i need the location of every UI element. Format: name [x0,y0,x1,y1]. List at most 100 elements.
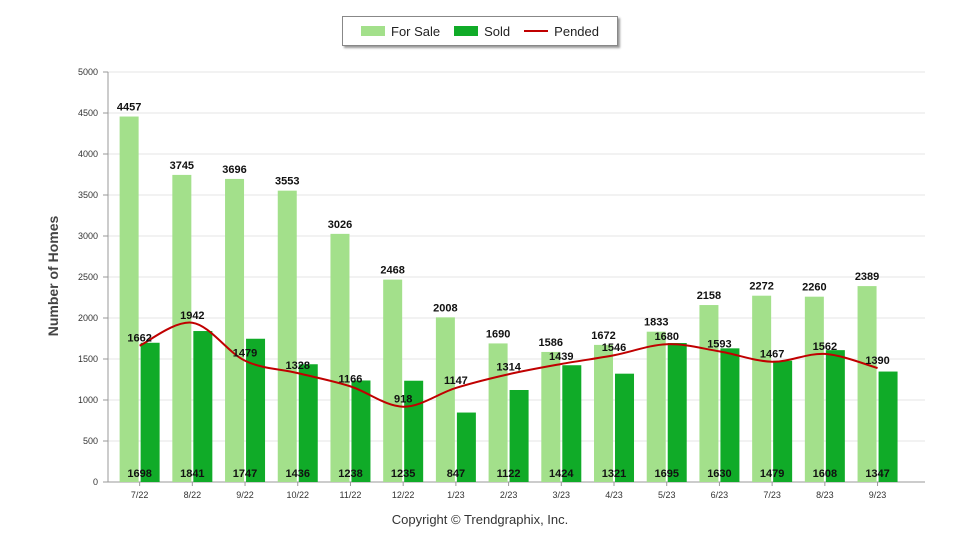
data-label-pended: 1562 [813,341,837,353]
bar-sold [298,364,318,482]
y-tick-label: 1000 [78,395,98,405]
data-label-sold: 1238 [338,468,362,480]
bar-sold [140,342,160,482]
bar-sold [720,348,740,482]
bar-for-sale [225,178,245,483]
data-label-pended: 1439 [549,351,573,363]
y-tick-label: 2500 [78,272,98,282]
data-label-sold: 1608 [813,468,837,480]
data-label-for-sale: 3745 [170,160,194,172]
data-label-for-sale: 3553 [275,176,299,188]
data-label-for-sale: 2389 [855,271,879,283]
x-tick-label: 9/22 [236,490,254,500]
y-tick-label: 4500 [78,108,98,118]
data-label-pended: 1942 [180,310,204,322]
data-label-for-sale: 2272 [749,281,773,293]
data-label-for-sale: 4457 [117,102,141,114]
bar-for-sale [383,279,403,482]
data-label-pended: 1328 [286,360,310,372]
bar-sold [667,343,687,482]
x-tick-label: 4/23 [605,490,623,500]
bar-for-sale [435,317,455,482]
data-label-sold: 1436 [286,468,310,480]
bar-for-sale [699,305,719,482]
legend: For Sale Sold Pended [342,16,618,46]
legend-item-for-sale: For Sale [361,24,440,39]
y-tick-label: 1500 [78,354,98,364]
y-tick-label: 4000 [78,149,98,159]
x-tick-label: 8/22 [184,490,202,500]
bar-for-sale [646,331,666,482]
data-label-for-sale: 1672 [591,330,615,342]
y-tick-label: 2000 [78,313,98,323]
x-tick-label: 7/22 [131,490,149,500]
copyright: Copyright © Trendgraphix, Inc. [391,512,569,527]
pended-line [139,321,878,408]
data-label-pended: 1390 [865,355,889,367]
data-label-sold: 1347 [865,468,889,480]
y-tick-label: 5000 [78,67,98,77]
data-label-sold: 1698 [127,468,151,480]
bar-for-sale [172,174,192,482]
data-label-sold: 1424 [549,468,574,480]
data-label-sold: 1695 [654,468,678,480]
bar-sold [615,373,635,482]
x-tick-label: 8/23 [816,490,834,500]
data-label-sold: 1747 [233,468,257,480]
axes: 0 500 1000 1500 2000 2500 3000 3500 4000 4500 5000… [78,67,925,500]
y-tick-label: 3000 [78,231,98,241]
bar-sold [825,350,845,482]
bar-sold [246,338,266,482]
data-label-pended: 1479 [233,348,257,360]
bar-sold [509,389,529,482]
legend-item-sold: Sold [454,24,510,39]
data-label-pended: 1593 [707,338,731,350]
pended-series-line [139,321,878,408]
bar-sold [351,380,371,482]
data-labels: 4457 1698 3745 1841 3696 1747 3553 1436 3026 1238… [117,102,890,480]
legend-label-pended: Pended [554,23,599,39]
legend-label-for-sale: For Sale [391,23,441,39]
bar-sold [456,412,476,482]
bar-sold [562,365,582,482]
data-label-for-sale: 3696 [222,164,246,176]
x-tick-label: 2/23 [500,490,518,500]
data-label-pended: 1166 [339,373,363,385]
data-label-for-sale: 2008 [433,302,457,314]
data-label-pended: 1546 [602,342,626,354]
y-tick-label: 500 [83,436,98,446]
y-axis-label: Number of Homes [45,216,61,337]
data-label-pended: 1314 [496,361,521,373]
data-label-pended: 918 [394,394,412,406]
x-tick-label: 7/23 [763,490,781,500]
bar-for-sale [804,296,824,482]
x-tick-label: 3/23 [553,490,571,500]
bar-sold [773,360,793,482]
bar-for-sale [541,351,561,482]
legend-item-pended: Pended [524,24,599,39]
data-label-sold: 847 [447,468,465,480]
legend-label-sold: Sold [484,23,511,39]
legend-swatch-for-sale [361,26,385,36]
x-tick-label: 12/22 [392,490,415,500]
data-label-for-sale: 2260 [802,282,826,294]
data-label-sold: 1841 [180,468,204,480]
bar-for-sale [752,295,772,482]
data-label-sold: 1321 [602,468,626,480]
x-tick-label: 6/23 [711,490,729,500]
data-label-sold: 1122 [497,468,521,480]
bar-for-sale [277,190,297,483]
y-tick-label: 0 [93,477,98,487]
data-label-sold: 1235 [391,468,415,480]
bar-sold [193,331,213,482]
data-label-for-sale: 1690 [486,328,510,340]
data-label-for-sale: 3026 [328,219,352,231]
data-label-pended: 1147 [444,375,468,387]
bar-for-sale [119,116,139,482]
data-label-sold: 1479 [760,468,784,480]
data-label-for-sale: 2468 [380,265,404,277]
x-tick-label: 9/23 [869,490,887,500]
x-tick-label: 10/22 [286,490,309,500]
x-tick-label: 1/23 [447,490,465,500]
